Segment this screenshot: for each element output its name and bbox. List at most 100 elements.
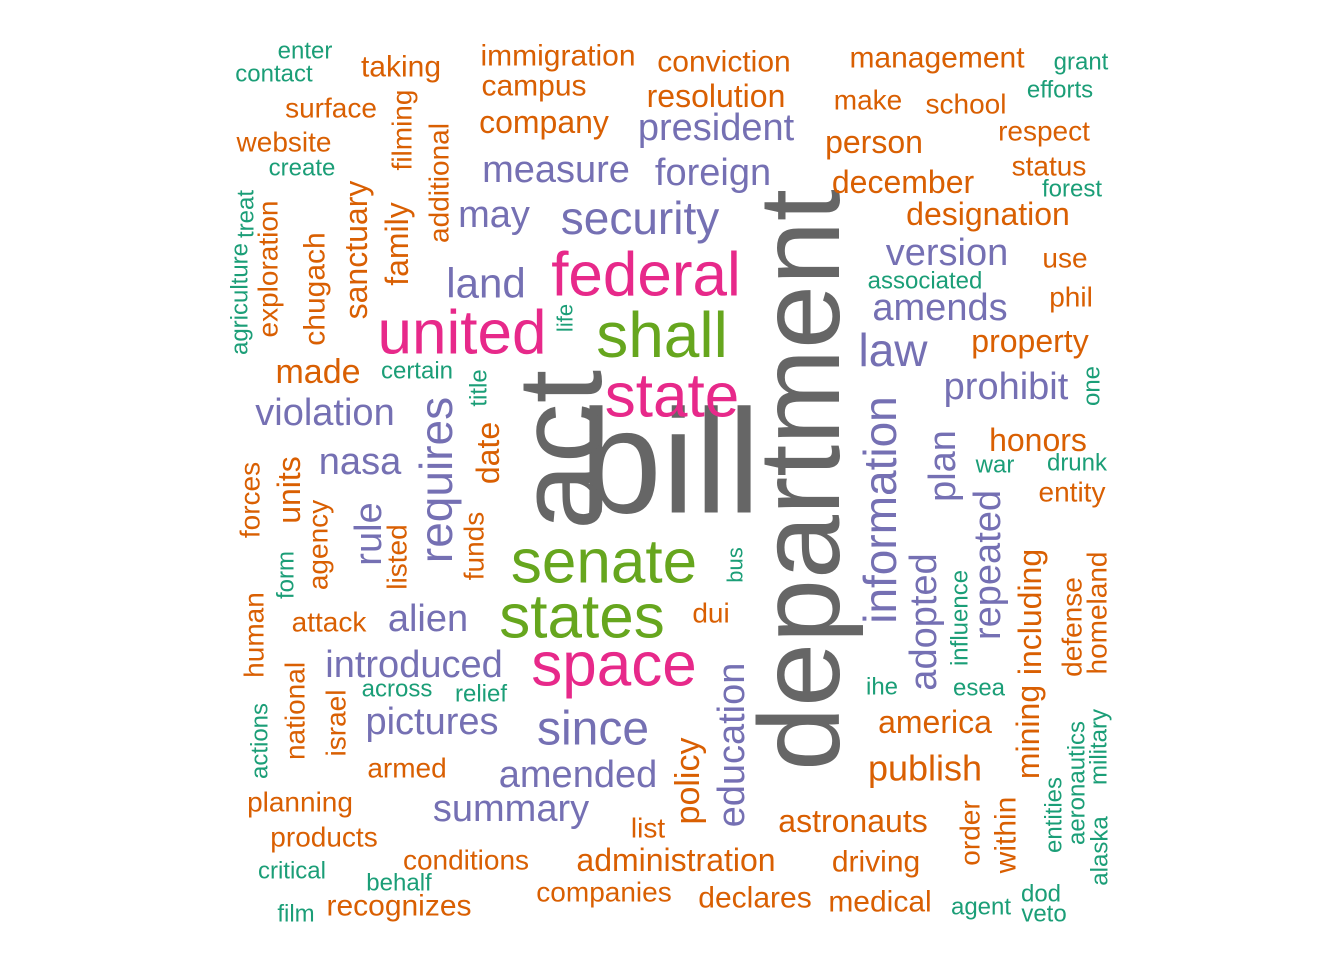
word-nasa: nasa xyxy=(319,441,402,483)
word-veto: veto xyxy=(1021,901,1066,928)
word-school: school xyxy=(926,89,1007,120)
word-policy: policy xyxy=(669,738,707,825)
word-human: human xyxy=(239,592,270,678)
word-actions: actions xyxy=(247,703,274,779)
word-national: national xyxy=(280,662,311,760)
word-list: list xyxy=(631,813,665,844)
word-forces: forces xyxy=(235,462,266,538)
word-agriculture: agriculture xyxy=(227,243,254,355)
word-companies: companies xyxy=(536,877,671,908)
word-department: department xyxy=(736,189,864,771)
word-phil: phil xyxy=(1049,282,1093,313)
word-declares: declares xyxy=(698,882,811,915)
word-products: products xyxy=(270,822,377,853)
word-order: order xyxy=(955,800,986,865)
word-summary: summary xyxy=(433,788,589,830)
word-agent: agent xyxy=(951,894,1011,921)
word-respect: respect xyxy=(998,116,1090,147)
word-law: law xyxy=(858,324,928,376)
word-agency: agency xyxy=(303,500,334,590)
word-shall: shall xyxy=(596,299,728,371)
word-enter: enter xyxy=(278,38,333,65)
word-defense: defense xyxy=(1057,577,1088,677)
word-company: company xyxy=(479,104,609,140)
word-repeated: repeated xyxy=(967,490,1009,640)
word-requires: requires xyxy=(410,397,462,563)
word-make: make xyxy=(834,85,902,116)
word-film: film xyxy=(277,901,314,928)
word-create: create xyxy=(269,155,336,182)
word-management: management xyxy=(849,42,1025,75)
word-campus: campus xyxy=(481,70,586,103)
word-adopted: adopted xyxy=(903,553,945,690)
word-military: military xyxy=(1086,709,1113,785)
word-united: united xyxy=(378,299,547,368)
word-family: family xyxy=(379,202,415,286)
word-influence: influence xyxy=(947,570,974,666)
word-across: across xyxy=(362,676,433,703)
word-additional: additional xyxy=(424,123,455,243)
word-education: education xyxy=(711,663,753,828)
word-plan: plan xyxy=(922,430,964,502)
word-conditions: conditions xyxy=(403,845,529,876)
word-may: may xyxy=(458,194,530,236)
word-certain: certain xyxy=(381,358,453,385)
word-title: title xyxy=(466,369,493,406)
word-esea: esea xyxy=(953,675,1006,702)
word-foreign: foreign xyxy=(655,152,771,194)
word-grant: grant xyxy=(1054,49,1109,76)
word-state: state xyxy=(605,362,739,431)
word-status: status xyxy=(1012,151,1087,182)
word-administration: administration xyxy=(576,842,775,878)
word-filming: filming xyxy=(387,90,418,171)
word-one: one xyxy=(1079,366,1106,406)
word-funds: funds xyxy=(459,512,490,581)
word-driving: driving xyxy=(832,846,920,879)
word-property: property xyxy=(971,323,1088,359)
word-alien: alien xyxy=(388,598,468,640)
word-senate: senate xyxy=(511,528,697,597)
word-designation: designation xyxy=(906,196,1070,232)
word-publish: publish xyxy=(868,748,982,789)
word-bus: bus xyxy=(723,547,748,582)
word-ihe: ihe xyxy=(866,674,898,701)
word-land: land xyxy=(446,260,525,307)
word-drunk: drunk xyxy=(1047,450,1108,477)
word-immigration: immigration xyxy=(480,40,635,73)
word-pictures: pictures xyxy=(365,701,498,743)
word-december: december xyxy=(832,164,975,200)
word-amends: amends xyxy=(872,287,1007,329)
word-entities: entities xyxy=(1041,777,1068,853)
word-measure: measure xyxy=(482,149,630,191)
word-armed: armed xyxy=(367,753,446,784)
word-life: life xyxy=(553,304,578,332)
word-person: person xyxy=(825,124,923,160)
word-honors: honors xyxy=(989,422,1087,458)
word-associated: associated xyxy=(868,268,983,295)
word-including: including xyxy=(1012,549,1048,675)
word-space: space xyxy=(531,631,696,700)
word-security: security xyxy=(561,192,719,244)
word-president: president xyxy=(638,107,795,149)
word-use: use xyxy=(1042,243,1087,274)
word-exploration: exploration xyxy=(253,201,284,338)
word-violation: violation xyxy=(255,392,394,434)
word-website: website xyxy=(236,127,332,158)
word-contact: contact xyxy=(235,61,313,88)
word-conviction: conviction xyxy=(657,46,790,79)
word-alaska: alaska xyxy=(1087,816,1114,886)
word-sanctuary: sanctuary xyxy=(338,181,374,320)
word-recognizes: recognizes xyxy=(326,890,471,923)
word-behalf: behalf xyxy=(366,870,432,897)
word-act: act xyxy=(493,370,627,530)
word-dui: dui xyxy=(692,598,729,629)
word-bill: bill xyxy=(580,380,761,545)
word-prohibit: prohibit xyxy=(944,366,1069,408)
word-introduced: introduced xyxy=(325,644,502,686)
word-rule: rule xyxy=(348,502,390,565)
word-surface: surface xyxy=(285,93,377,124)
word-version: version xyxy=(886,232,1009,274)
word-states: states xyxy=(499,583,664,652)
word-dod: dod xyxy=(1021,881,1061,908)
word-federal: federal xyxy=(551,241,741,310)
